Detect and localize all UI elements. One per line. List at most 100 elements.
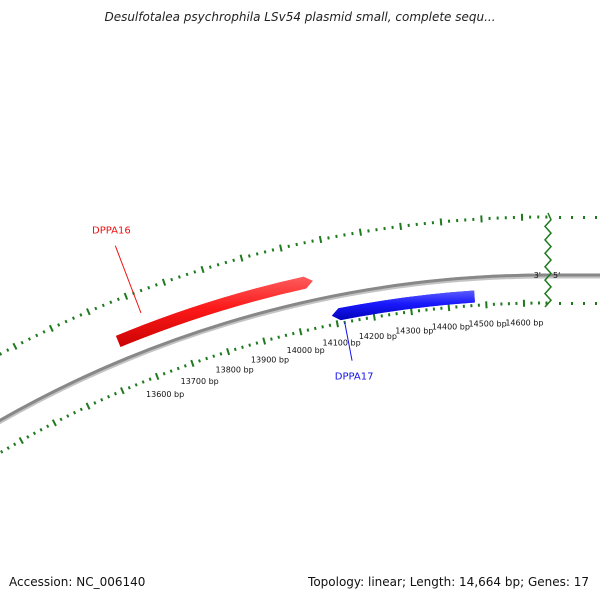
inner-tick-mark <box>335 320 339 328</box>
inner-tick-mark <box>291 331 295 336</box>
outer-tick-mark <box>279 244 283 252</box>
tick-label: 13900 bp <box>251 355 289 364</box>
tick-label: 13700 bp <box>181 377 219 386</box>
sequence-backbone <box>0 273 600 423</box>
inner-tick-mark <box>284 333 288 338</box>
outer-tick-ring <box>0 213 597 356</box>
inner-tick-mark <box>72 410 77 415</box>
outer-tick-mark <box>0 352 3 356</box>
inner-tick-mark <box>255 341 259 345</box>
five-prime-label: 5' <box>553 271 560 280</box>
inner-tick-mark <box>120 387 125 395</box>
inner-tick-mark <box>127 385 131 390</box>
outer-tick-mark <box>287 244 291 248</box>
outer-tick-mark <box>318 235 323 244</box>
inner-tick-mark <box>447 303 451 312</box>
outer-tick-mark <box>86 308 91 316</box>
outer-tick-mark <box>147 285 151 290</box>
outer-tick-mark <box>94 306 98 311</box>
inner-tick-mark <box>410 308 413 316</box>
inner-tick-mark <box>59 417 63 422</box>
inner-tick-mark <box>39 427 43 432</box>
outer-tick-mark <box>42 330 46 334</box>
inner-tick-mark <box>13 442 17 447</box>
inner-tick-mark <box>262 337 267 345</box>
outer-tick-mark <box>170 277 174 282</box>
outer-tick-mark <box>48 324 54 332</box>
topology-summary: Topology: linear; Length: 14,664 bp; Gen… <box>308 575 589 589</box>
inner-tick-mark <box>248 343 252 347</box>
inner-tick-mark <box>298 328 303 336</box>
inner-tick-mark <box>328 323 332 327</box>
inner-tick-mark <box>313 326 317 331</box>
inner-tick-mark <box>107 394 111 399</box>
gene-leader-line <box>344 322 353 361</box>
outer-tick-mark <box>439 218 443 226</box>
outer-tick-mark <box>311 239 314 243</box>
outer-tick-mark <box>335 234 338 239</box>
tick-label: 14200 bp <box>359 332 397 341</box>
outer-tick-mark <box>193 270 197 274</box>
inner-tick-mark <box>198 359 201 363</box>
outer-tick-mark <box>6 348 10 352</box>
outer-tick-mark <box>247 254 251 258</box>
tick-label: 13600 bp <box>146 390 184 399</box>
outer-tick-mark <box>35 333 39 338</box>
inner-tick-mark <box>183 364 187 368</box>
inner-tick-mark <box>270 337 273 341</box>
outer-tick-mark <box>101 303 105 308</box>
inner-tick-mark <box>233 347 237 352</box>
outer-tick-mark <box>64 319 68 324</box>
inner-tick-mark <box>0 450 4 454</box>
inner-tick-mark <box>365 316 369 320</box>
inner-tick-mark <box>306 328 310 332</box>
outer-tick-mark <box>295 242 298 247</box>
map-title: Desulfotalea psychrophila LSv54 plasmid … <box>104 10 496 24</box>
inner-tick-mark <box>226 347 231 356</box>
inner-tick-mark <box>85 402 91 410</box>
outer-tick-mark <box>255 252 259 256</box>
gene-label-dppa16: DPPA16 <box>92 225 131 236</box>
outer-tick-mark <box>327 236 330 240</box>
outer-tick-mark <box>239 254 244 262</box>
outer-tick-mark <box>57 323 61 327</box>
inner-tick-mark <box>66 414 70 418</box>
outer-tick-mark <box>161 278 167 286</box>
outer-tick-mark <box>20 340 24 345</box>
outer-tick-mark <box>271 248 275 252</box>
inner-tick-mark <box>154 372 160 381</box>
outer-tick-mark <box>71 316 76 320</box>
inner-tick-mark <box>134 383 138 387</box>
outer-tick-mark <box>177 275 181 279</box>
tick-label: 14500 bp <box>469 320 507 329</box>
inner-tick-mark <box>93 401 97 405</box>
gene-arrow-shade <box>331 290 475 321</box>
tick-label: 14100 bp <box>323 338 361 347</box>
inner-tick-mark <box>46 424 50 429</box>
outer-tick-mark <box>123 292 129 300</box>
inner-tick-mark <box>162 371 166 376</box>
sequence-end-marker: 3' 5' <box>534 212 560 308</box>
inner-tick-mark <box>372 313 376 321</box>
outer-tick-mark <box>216 263 220 267</box>
outer-tick-mark <box>358 228 363 236</box>
inner-tick-mark <box>169 369 173 373</box>
outer-tick-mark <box>232 258 236 262</box>
gene-label-dppa17: DPPA17 <box>335 371 374 382</box>
tick-label: 14000 bp <box>287 346 325 355</box>
outer-tick-mark <box>79 313 83 317</box>
outer-tick-mark <box>399 222 403 230</box>
outer-tick-mark <box>12 342 18 350</box>
inner-tick-mark <box>321 325 324 329</box>
outer-tick-mark <box>109 300 113 305</box>
outer-tick-mark <box>351 231 354 236</box>
inner-tick-mark <box>219 352 223 356</box>
inner-tick-mark <box>6 446 10 450</box>
outer-tick-mark <box>154 283 158 287</box>
inner-tick-mark <box>277 335 281 339</box>
outer-tick-mark <box>116 297 120 302</box>
three-prime-label: 3' <box>534 271 541 280</box>
outer-tick-mark <box>139 288 143 293</box>
